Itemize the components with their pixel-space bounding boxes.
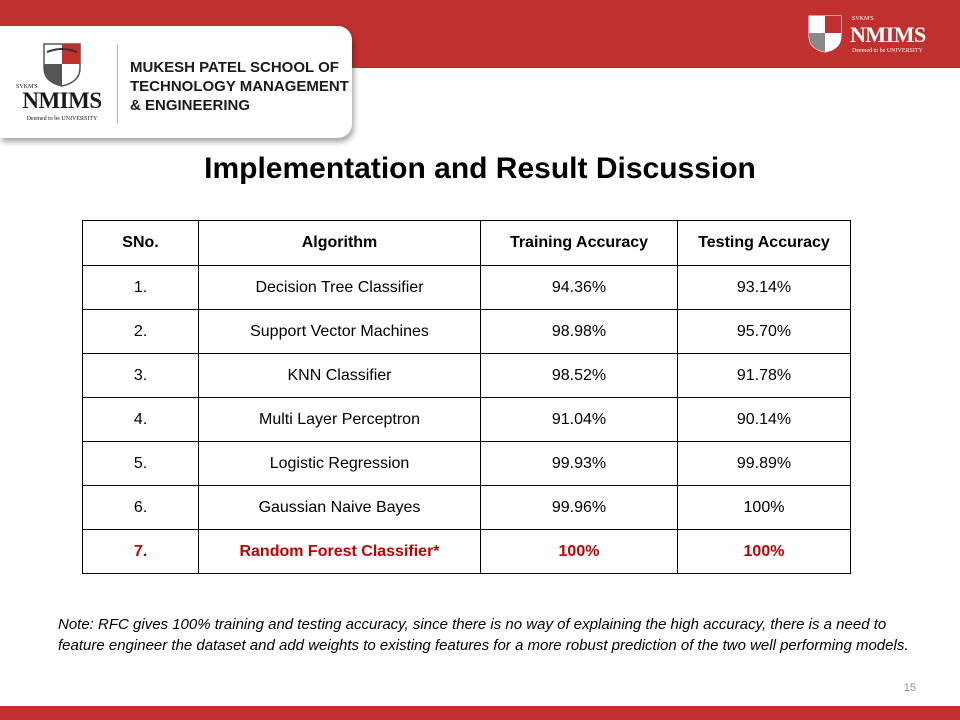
table-row-highlighted: 7. Random Forest Classifier* 100% 100%: [82, 529, 851, 574]
cell-testing-accuracy: 99.89%: [677, 441, 851, 486]
cell-algorithm: Logistic Regression: [198, 441, 481, 486]
cell-testing-accuracy: 100%: [677, 485, 851, 530]
cell-sno: 6.: [82, 485, 199, 530]
school-name: MUKESH PATEL SCHOOL OF TECHNOLOGY MANAGE…: [130, 59, 349, 114]
note-text: Note: RFC gives 100% training and testin…: [58, 616, 909, 654]
cell-training-accuracy: 99.93%: [480, 441, 678, 486]
cell-algorithm: Support Vector Machines: [198, 309, 481, 354]
cell-sno: 1.: [82, 265, 199, 310]
cell-sno: 7.: [82, 529, 199, 574]
table-row: 2. Support Vector Machines 98.98% 95.70%: [82, 309, 851, 354]
cell-testing-accuracy: 91.78%: [677, 353, 851, 398]
nmims-logo: SVKM'S NMIMS Deemed to be UNIVERSITY: [14, 42, 110, 132]
small-nmims-logo: SVKM'S NMIMS Deemed to be UNIVERSITY: [806, 12, 936, 60]
small-logo-name: NMIMS: [850, 22, 926, 47]
table-header-row: SNo. Algorithm Training Accuracy Testing…: [82, 220, 851, 266]
cell-training-accuracy: 100%: [480, 529, 678, 574]
table-row: 3. KNN Classifier 98.52% 91.78%: [82, 353, 851, 398]
slide-title: Implementation and Result Discussion: [204, 152, 756, 185]
cell-sno: 2.: [82, 309, 199, 354]
small-logo-tagline: Deemed to be UNIVERSITY: [852, 48, 923, 54]
shield-icon: [43, 43, 81, 87]
cell-algorithm: Decision Tree Classifier: [198, 265, 481, 310]
table-row: 5. Logistic Regression 99.93% 99.89%: [82, 441, 851, 486]
header-sno: SNo.: [82, 220, 199, 266]
logo-divider: [117, 44, 118, 124]
cell-training-accuracy: 98.52%: [480, 353, 678, 398]
cell-training-accuracy: 99.96%: [480, 485, 678, 530]
cell-sno: 3.: [82, 353, 199, 398]
cell-training-accuracy: 98.98%: [480, 309, 678, 354]
cell-algorithm: Gaussian Naive Bayes: [198, 485, 481, 530]
logo-card: SVKM'S NMIMS Deemed to be UNIVERSITY MUK…: [0, 26, 352, 138]
cell-sno: 5.: [82, 441, 199, 486]
table-row: 6. Gaussian Naive Bayes 99.96% 100%: [82, 485, 851, 530]
header-algorithm: Algorithm: [198, 220, 481, 266]
cell-sno: 4.: [82, 397, 199, 442]
cell-testing-accuracy: 100%: [677, 529, 851, 574]
page-number: 15: [903, 682, 916, 694]
header-testing-accuracy: Testing Accuracy: [677, 220, 851, 266]
table-row: 1. Decision Tree Classifier 94.36% 93.14…: [82, 265, 851, 310]
table-row: 4. Multi Layer Perceptron 91.04% 90.14%: [82, 397, 851, 442]
cell-testing-accuracy: 93.14%: [677, 265, 851, 310]
results-table: SNo. Algorithm Training Accuracy Testing…: [82, 220, 851, 574]
cell-training-accuracy: 94.36%: [480, 265, 678, 310]
logo-tagline: Deemed to be UNIVERSITY: [26, 116, 98, 122]
small-shield-icon: [808, 15, 842, 53]
cell-testing-accuracy: 90.14%: [677, 397, 851, 442]
logo-svkm: SVKM'S: [16, 84, 38, 90]
cell-algorithm: Multi Layer Perceptron: [198, 397, 481, 442]
small-logo-svkm: SVKM'S: [852, 16, 874, 22]
cell-algorithm: Random Forest Classifier*: [198, 529, 481, 574]
cell-training-accuracy: 91.04%: [480, 397, 678, 442]
cell-testing-accuracy: 95.70%: [677, 309, 851, 354]
cell-algorithm: KNN Classifier: [198, 353, 481, 398]
header-training-accuracy: Training Accuracy: [480, 220, 678, 266]
footer-band: [0, 706, 960, 720]
logo-name: NMIMS: [22, 88, 102, 113]
